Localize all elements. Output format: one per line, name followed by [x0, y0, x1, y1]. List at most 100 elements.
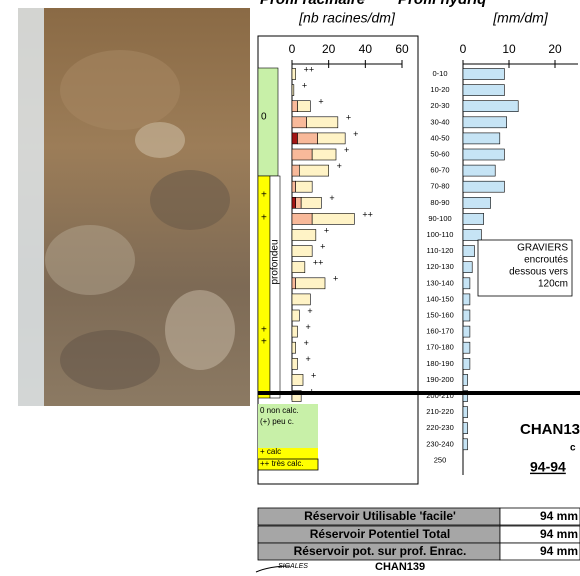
category-label: 10-20 [430, 85, 449, 94]
category-label: 180-190 [426, 359, 454, 368]
bar [462, 357, 471, 370]
bar [462, 245, 475, 257]
table-label: Réservoir Utilisable 'facile' [304, 509, 456, 523]
bar-annotation: + [311, 370, 316, 380]
bar [311, 148, 337, 161]
bar [291, 390, 302, 402]
bar [462, 293, 471, 306]
annotation-text: GRAVIERS [517, 243, 568, 254]
table-label: Réservoir pot. sur prof. Enrac. [294, 544, 467, 558]
category-label: 80-90 [430, 198, 449, 207]
bar [291, 100, 298, 112]
title: Profil racinaire [260, 0, 365, 8]
site-suffix: c [570, 443, 576, 454]
annotation-text: encroutés [524, 255, 568, 266]
bar [291, 197, 296, 209]
bar [462, 84, 505, 96]
x-tick-label: 20 [322, 42, 336, 56]
bar [462, 438, 468, 451]
bar [462, 277, 471, 290]
legend-box [258, 404, 318, 448]
category-label: 60-70 [430, 166, 449, 175]
category-label: 130-140 [426, 278, 454, 287]
category-label: 140-150 [426, 294, 454, 303]
bar [462, 164, 496, 177]
table-value: 94 mm [540, 527, 578, 541]
footer-logo: SIGALES [278, 563, 308, 570]
bar [300, 197, 322, 209]
annotation-box [477, 239, 573, 297]
axis-label: [mm/dm] [492, 10, 549, 26]
axis-label: [nb racines/dm] [298, 10, 396, 26]
bar-annotation: ++ [304, 64, 315, 74]
horizon-label: + [261, 190, 267, 201]
bar [291, 293, 311, 306]
bar [462, 406, 468, 418]
bar [462, 68, 505, 80]
bar-annotation: + [329, 193, 334, 203]
category-label: 90-100 [428, 214, 451, 223]
horizon-label: + [261, 325, 267, 336]
horizon-axis-label: profondeu [270, 239, 281, 284]
category-label: 190-200 [426, 375, 454, 384]
bar [299, 164, 329, 177]
category-label: 230-240 [426, 439, 454, 448]
bar [291, 357, 298, 370]
category-label: 100-110 [427, 230, 454, 239]
bar [291, 164, 300, 177]
table-label: Réservoir Potentiel Total [310, 527, 450, 541]
category-label: 0-10 [432, 69, 447, 78]
category-label: 110-120 [427, 246, 454, 255]
logo-swoosh [255, 565, 291, 573]
bar [462, 325, 471, 338]
category-label: 250 [434, 455, 447, 464]
category-label: 170-180 [426, 343, 454, 352]
horizon-legend-text: 0 non calc. [260, 406, 299, 415]
bar [291, 180, 296, 193]
bar-annotation: + [304, 338, 309, 348]
category-label: 30-40 [430, 117, 449, 126]
legend-box [257, 458, 319, 471]
bar-annotation: + [318, 97, 323, 107]
bar [291, 374, 304, 386]
bar [291, 341, 296, 354]
table-cell [499, 507, 580, 526]
x-tick-label: 20 [548, 42, 562, 56]
x-tick-label: 60 [395, 42, 409, 56]
x-tick-label: 0 [460, 42, 467, 56]
table-value: 94 mm [540, 509, 578, 523]
category-label: 210-220 [426, 407, 454, 416]
bar [291, 213, 313, 225]
bar [295, 277, 326, 290]
bar [306, 116, 339, 129]
bar [291, 277, 296, 290]
bar [295, 197, 302, 209]
bar [462, 374, 468, 386]
bar [462, 100, 519, 112]
bar [291, 148, 313, 161]
annotation-text: dessous vers [509, 267, 568, 278]
bar [291, 229, 317, 241]
bar [291, 261, 306, 274]
bar [291, 116, 307, 129]
category-label: 120-130 [426, 262, 454, 271]
bar-annotation: + [333, 274, 338, 284]
bar [462, 341, 471, 354]
annotation-text: 120cm [538, 279, 568, 290]
legend-box [258, 448, 318, 459]
bar-annotation: + [306, 322, 311, 332]
category-label: 200-210 [426, 391, 454, 400]
bar [462, 309, 471, 322]
bar-annotation: + [306, 354, 311, 364]
bar [462, 148, 505, 161]
category-label: 220-230 [426, 423, 454, 432]
x-tick-label: 40 [359, 42, 373, 56]
bar-annotation: + [302, 80, 307, 90]
site-code: CHAN139 [520, 421, 580, 438]
footer-site: CHAN139 [375, 561, 425, 573]
bar-annotation: + [324, 225, 329, 235]
horizon-label: + [261, 337, 267, 348]
content: Profil racinaire Profil hydriq[nb racines… [255, 0, 580, 573]
code: 94-94 [530, 459, 566, 475]
